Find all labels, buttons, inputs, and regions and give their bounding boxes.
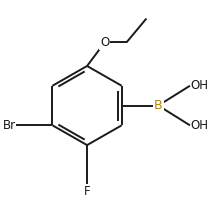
- Text: B: B: [154, 99, 163, 112]
- Text: OH: OH: [190, 119, 208, 132]
- Text: OH: OH: [190, 79, 208, 92]
- Text: Br: Br: [3, 119, 16, 132]
- Text: O: O: [100, 36, 109, 49]
- Text: F: F: [84, 185, 90, 198]
